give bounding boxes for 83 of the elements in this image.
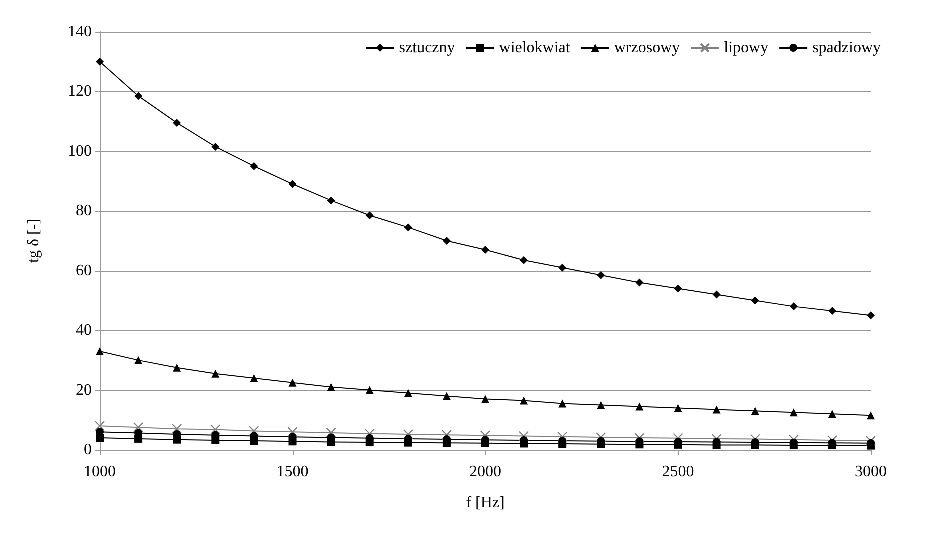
point [518,431,530,442]
point [482,246,490,254]
point [404,389,412,398]
point [250,162,258,170]
point [134,92,143,100]
point [327,383,336,392]
x-tick-label: 2000 [470,464,502,480]
point [597,271,606,280]
point [788,434,799,445]
point [712,406,721,414]
point [827,435,838,446]
y-axis-title: tg δ [-] [26,219,42,263]
point [597,401,606,410]
point [636,402,644,411]
point [442,392,451,400]
point [750,434,760,444]
point [442,430,452,440]
point [674,404,682,412]
point [366,212,374,220]
point [212,370,220,378]
point [828,307,836,316]
point [867,412,875,420]
legend-label: wrzosowy [614,40,680,56]
point [134,356,143,364]
point [558,432,568,442]
y-tick-label: 120 [68,83,92,100]
point [751,296,760,305]
point [790,302,798,311]
point [442,237,451,245]
point [596,432,606,443]
x-axis-title: f [Hz] [466,494,505,512]
point [249,426,260,436]
point [520,256,528,264]
y-tick-label: 20 [76,382,92,399]
point [712,290,721,299]
point [96,347,104,356]
point [558,264,567,272]
y-tick-label: 80 [76,202,92,220]
point [482,395,490,404]
point [634,432,645,444]
point [712,434,722,444]
legend-label: sztuczny [399,40,456,56]
point [288,426,298,438]
legend-label: wielokwiat [499,40,571,56]
x-tick-label: 2500 [662,464,694,480]
point [673,433,684,444]
point [133,422,144,433]
point [94,421,106,432]
point [96,58,104,66]
point [674,284,682,293]
point [403,429,414,440]
point [327,196,336,205]
point [288,378,297,387]
point [326,428,336,438]
point [173,364,182,372]
point [250,374,258,382]
point [520,396,528,405]
y-tick-label: 100 [68,142,92,160]
point [288,180,297,188]
point [173,119,182,128]
point [172,424,182,434]
point [558,400,567,408]
point [636,278,644,287]
y-tick-label: 0 [84,442,92,458]
point [866,436,876,446]
y-tick-label: 140 [68,24,92,40]
point [404,224,412,232]
legend-label: lipowy [724,40,769,56]
point [366,386,374,394]
y-tick-label: 60 [76,262,92,280]
x-tick-label: 1500 [276,464,309,480]
point [480,430,491,441]
y-tick-label: 40 [76,322,92,340]
point [790,408,798,417]
legend-label: spadziowy [812,40,882,56]
x-tick-label: 3000 [855,464,887,480]
point [751,407,760,416]
x-tick-label: 1000 [84,464,116,480]
point [210,424,221,435]
point [828,410,836,418]
point [212,142,220,151]
point [364,428,375,439]
point [867,312,875,320]
